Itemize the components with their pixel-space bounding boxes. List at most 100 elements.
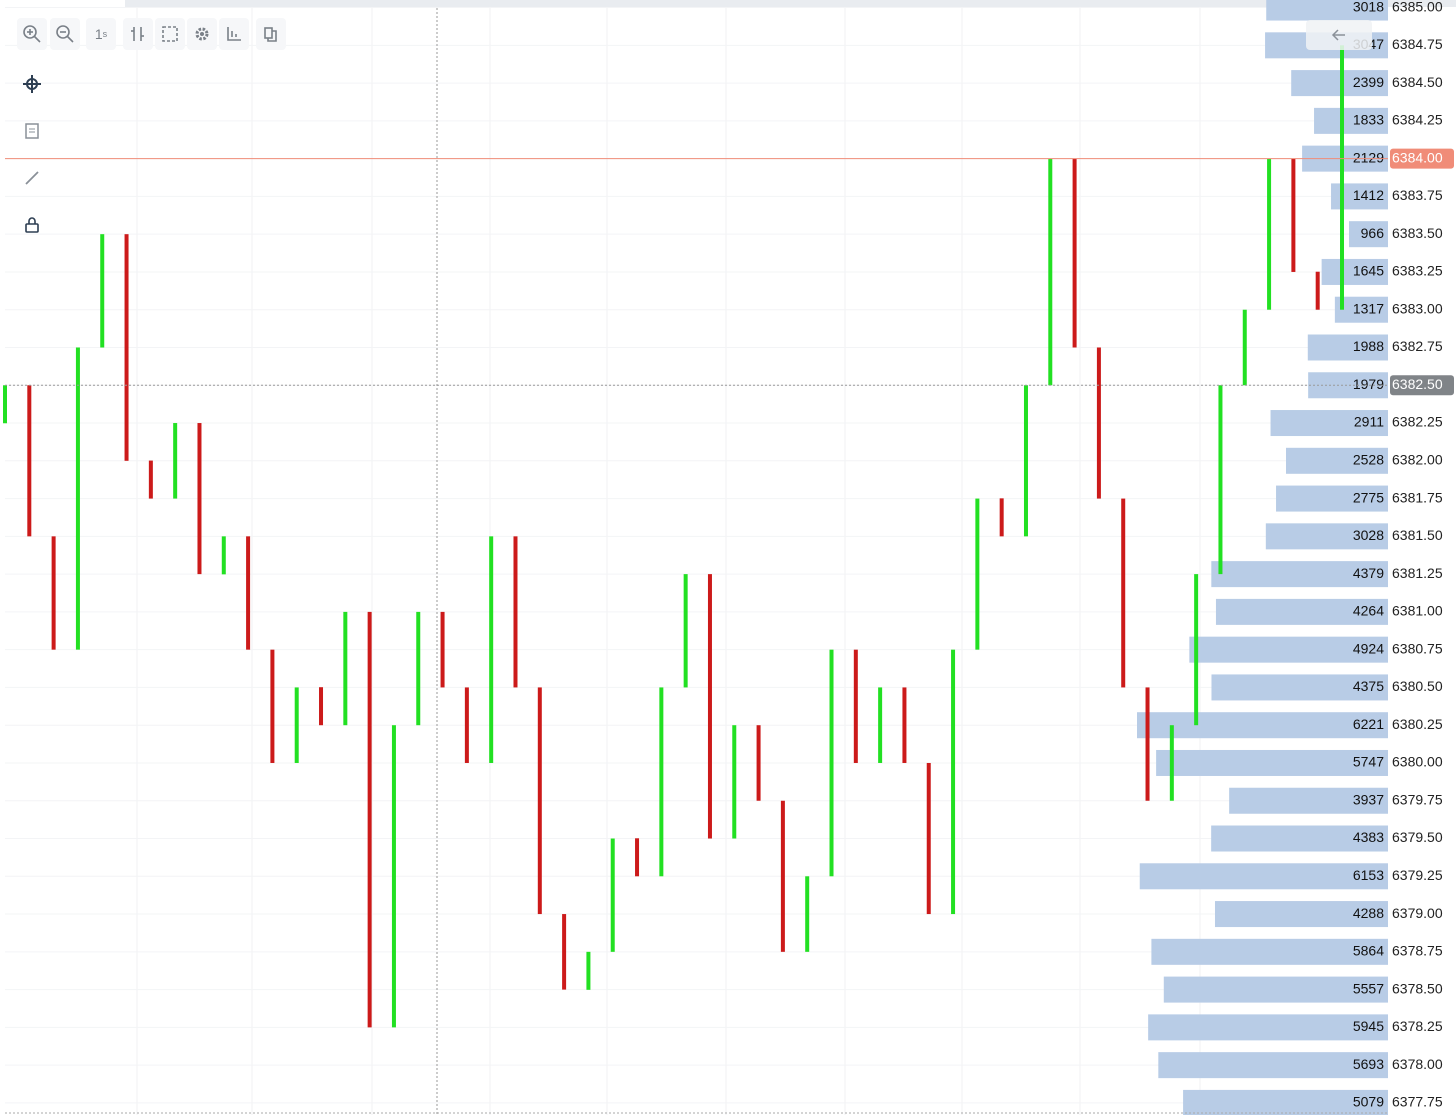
y-tick-label: 6378.50 [1392,980,1443,996]
zoom-out-button[interactable] [50,18,80,50]
volume-label: 2911 [1354,414,1384,430]
volume-bar [1156,749,1388,776]
volume-label: 1317 [1353,300,1384,316]
y-tick-label: 6378.25 [1392,1018,1443,1034]
price-bar [1340,45,1344,310]
price-bar [440,611,445,688]
price-bar [148,460,153,499]
price-bar [124,234,129,461]
volume-bar [1229,787,1388,814]
y-tick-label: 6380.50 [1392,678,1443,694]
price-bar [951,649,956,915]
price-bar [246,536,251,650]
y-tick-label: 6379.25 [1392,867,1443,883]
price-bar [878,687,883,763]
volume-bar [1215,598,1388,625]
top-strip [125,0,1456,7]
price-bar [659,687,664,877]
volume-label: 4924 [1353,640,1384,656]
lock-tool[interactable] [16,209,48,241]
price-bar [489,536,494,763]
volume-label: 6153 [1353,867,1384,883]
y-tick-label: 6379.75 [1392,791,1443,807]
notes-tool[interactable] [16,115,48,147]
volume-label: 5557 [1353,980,1384,996]
price-bar [999,498,1004,537]
y-tick-label: 6380.25 [1392,716,1443,732]
last-price-box [1390,148,1454,169]
y-tick-label: 6382.75 [1392,338,1443,354]
volume-label: 1979 [1353,376,1384,392]
price-bar [173,423,178,499]
price-bar [902,687,907,763]
price-bar [416,611,421,726]
volume-bar [1137,712,1388,739]
price-bar [367,611,372,1028]
volume-label: 6221 [1353,716,1384,732]
price-bar [756,725,761,801]
volume-bar [1214,901,1388,928]
price-bar [1242,309,1247,386]
volume-bar [1211,825,1388,852]
y-tick-label: 6383.00 [1392,300,1443,316]
price-bar [1194,574,1199,726]
price-bar [562,914,567,990]
price-bar [829,649,834,877]
crosshair-label: 6382.50 [1392,376,1443,392]
price-bar [1048,158,1053,386]
price-bar [537,687,542,915]
price-bar [1145,687,1150,801]
price-bar [732,725,737,839]
timeframe-unit: s [102,29,108,39]
volume-bar [1266,0,1388,21]
back-button[interactable] [1306,20,1372,50]
price-bar [707,574,712,839]
volume-label: 4264 [1353,603,1384,619]
price-bar [319,687,324,726]
volume-bar [1211,561,1388,588]
volume-bar [1158,1052,1388,1079]
price-bar [464,687,469,763]
y-tick-label: 6381.00 [1392,603,1443,619]
volume-bar [1163,976,1388,1003]
volume-label: 2528 [1353,452,1384,468]
volume-label: 3937 [1353,791,1384,807]
timeframe: 1 [94,26,103,42]
volume-label: 1833 [1353,112,1384,128]
y-tick-label: 6381.75 [1392,489,1443,505]
crosshair-tool[interactable] [16,68,48,100]
price-bar [1072,158,1077,348]
price-bar [343,611,348,726]
axis-button[interactable] [219,18,249,50]
y-tick-label: 6381.25 [1392,565,1443,581]
bar-type-button[interactable] [123,18,153,50]
y-tick-label: 6381.50 [1392,527,1443,543]
volume-bar [1291,70,1388,97]
price-bar [1291,158,1296,272]
y-tick-label: 6379.50 [1392,829,1443,845]
price-bar [1218,385,1223,575]
line-tool[interactable] [16,162,48,194]
volume-label: 3028 [1353,527,1384,543]
y-tick-label: 6380.00 [1392,754,1443,770]
volume-label: 1988 [1353,338,1384,354]
volume-bar [1148,1014,1388,1041]
select-button[interactable] [155,18,185,50]
volume-label: 1645 [1353,263,1384,279]
settings-button[interactable] [187,18,217,50]
y-tick-label: 6377.75 [1392,1094,1443,1110]
layout-button[interactable] [256,18,286,50]
y-tick-label: 6378.00 [1392,1056,1443,1072]
zoom-in-button[interactable] [17,18,47,50]
price-bar [1121,498,1126,688]
volume-label: 5693 [1353,1056,1384,1072]
volume-bar [1276,485,1388,512]
price-bar [635,838,640,877]
volume-label: 5945 [1353,1018,1384,1034]
price-bar [780,800,785,952]
price-bar [1169,725,1174,801]
price-bar [683,574,688,688]
